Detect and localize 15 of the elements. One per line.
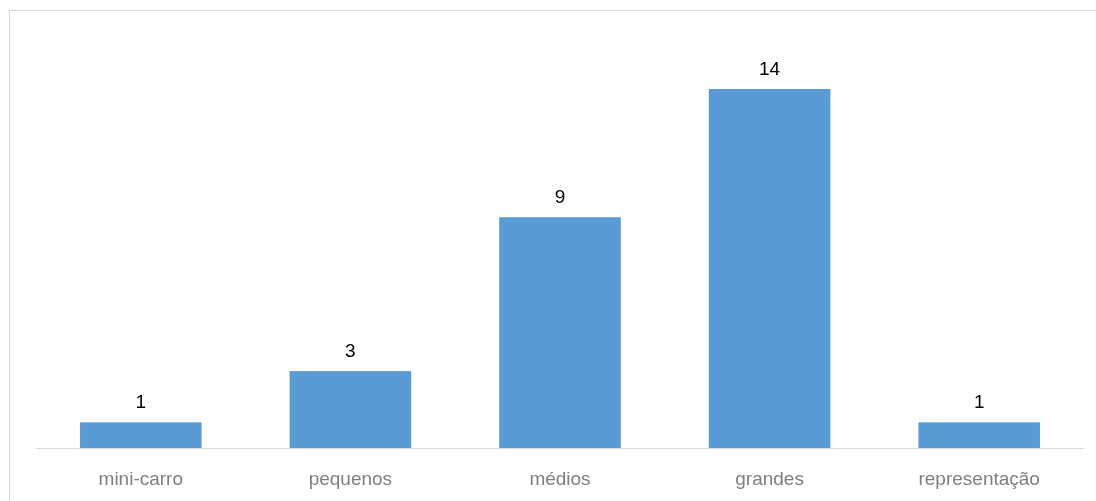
x-tick-label: grandes <box>735 468 804 489</box>
data-label: 9 <box>554 186 566 208</box>
bar <box>708 89 831 448</box>
x-tick-label: mini-carro <box>98 468 184 489</box>
data-label: 3 <box>345 340 356 362</box>
x-tick-label: médios <box>529 468 591 489</box>
bar <box>499 217 621 448</box>
bar <box>289 371 412 448</box>
bar <box>918 422 1040 448</box>
data-label: 14 <box>759 58 781 79</box>
data-label: 1 <box>135 391 147 413</box>
data-label: 1 <box>973 391 985 413</box>
x-tick-label: pequenos <box>308 468 393 489</box>
bar <box>80 422 202 448</box>
x-tick-label: representação <box>918 468 1040 489</box>
